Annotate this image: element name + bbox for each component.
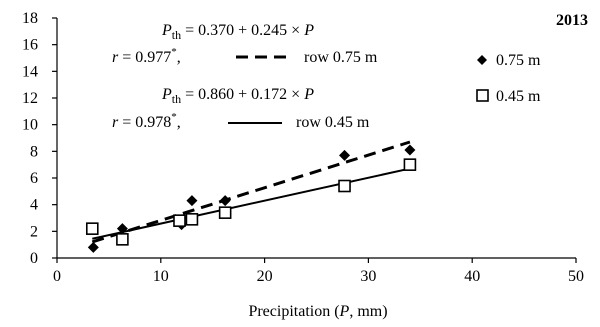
regression-line-045	[92, 167, 411, 240]
y-tick-label: 0	[30, 250, 38, 267]
point-045	[218, 206, 232, 219]
point-045	[116, 233, 129, 246]
y-tick-label: 10	[22, 117, 38, 134]
point-045	[403, 158, 417, 171]
data-points	[85, 144, 417, 253]
y-tick-label: 4	[30, 197, 38, 214]
legend-label-075: 0.75 m	[496, 52, 541, 69]
y-tick-label: 16	[22, 37, 38, 54]
regression-lines	[91, 140, 411, 244]
y-tick-label: 18	[22, 10, 38, 27]
y-tick-label: 8	[30, 143, 38, 160]
r-value-075: r = 0.977*,	[112, 46, 181, 66]
year-label: 2013	[556, 12, 588, 29]
line-label-045: row 0.45 m	[296, 114, 370, 131]
x-tick-label: 10	[153, 268, 169, 285]
axes	[56, 18, 576, 259]
y-tick-label: 14	[22, 63, 38, 80]
legend: 0.75 m 0.45 m	[476, 52, 541, 105]
point-075	[219, 195, 231, 207]
point-045	[173, 214, 186, 227]
point-075	[186, 195, 198, 207]
point-045	[85, 222, 99, 235]
y-tick-label: 2	[30, 223, 38, 240]
x-tick-label: 30	[360, 268, 376, 285]
legend-square-icon	[476, 89, 489, 102]
legend-label-045: 0.45 m	[496, 88, 541, 105]
equation-045: Pth = 0.860 + 0.172 × P	[161, 86, 314, 106]
y-ticks: 0 2 4 6 8 10 12 14 16 18	[22, 10, 57, 267]
point-045	[185, 213, 199, 226]
equation-075: Pth = 0.370 + 0.245 × P	[161, 22, 314, 42]
x-tick-label: 40	[464, 268, 480, 285]
regression-line-075	[91, 140, 411, 244]
x-tick-label: 0	[53, 268, 61, 285]
x-tick-label: 20	[257, 268, 273, 285]
legend-diamond-icon	[477, 55, 487, 65]
point-075	[116, 223, 128, 235]
x-tick-label: 50	[568, 268, 584, 285]
x-ticks: 0 10 20 30 40 50	[53, 258, 584, 285]
x-axis-title: Precipitation (P, mm)	[248, 303, 387, 320]
r-value-045: r = 0.978*,	[112, 111, 181, 131]
point-075	[404, 144, 416, 156]
annotations: Pth = 0.370 + 0.245 × P r = 0.977*, row 0.7…	[112, 12, 588, 320]
point-075	[87, 241, 99, 253]
line-label-075: row 0.75 m	[304, 49, 378, 66]
point-075	[339, 149, 351, 161]
y-tick-label: 6	[30, 170, 38, 187]
y-tick-label: 12	[22, 90, 38, 107]
point-045	[338, 179, 351, 193]
